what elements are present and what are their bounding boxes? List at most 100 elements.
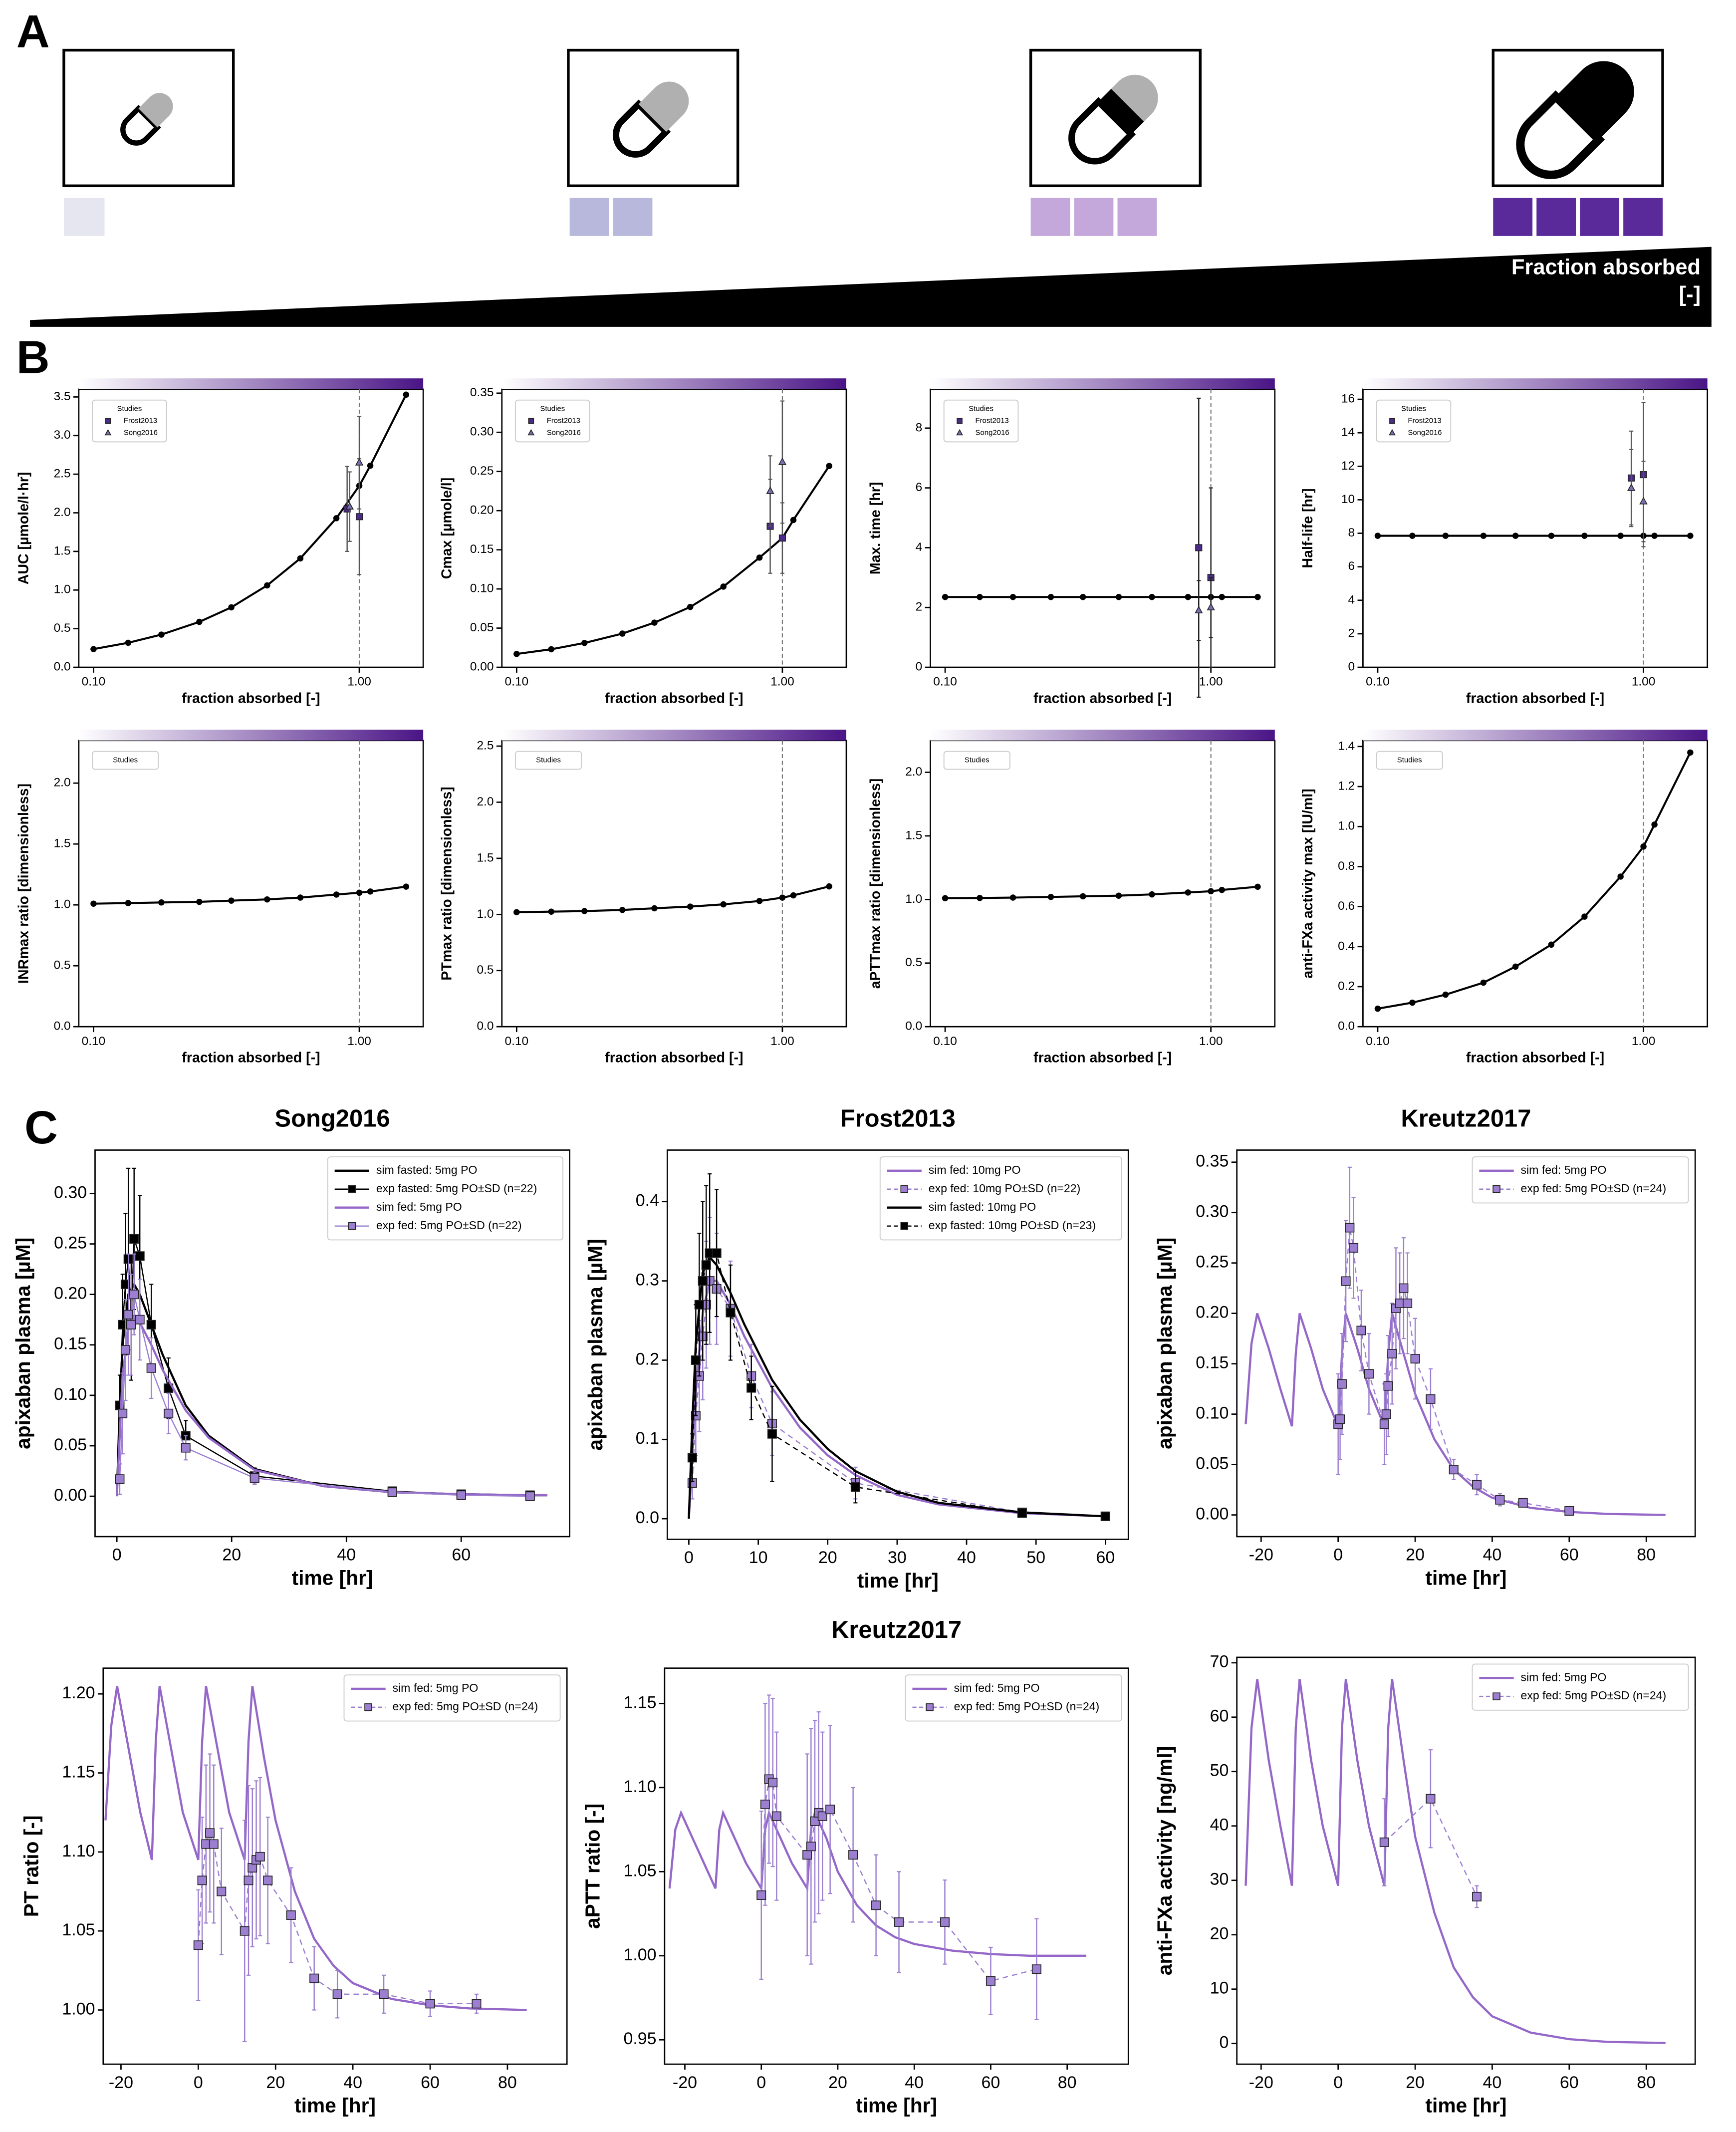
y-tick-label: 6	[916, 481, 923, 494]
marker	[940, 1917, 950, 1927]
y-tick-label: 1.5	[54, 837, 71, 850]
y-tick-label: 0.05	[54, 1435, 87, 1454]
y-tick-label: 0.30	[1196, 1202, 1229, 1221]
series-line	[668, 1809, 1086, 1957]
marker	[264, 582, 270, 589]
marker	[125, 900, 132, 906]
y-tick-label: 0.5	[905, 956, 922, 969]
legend-label: Song2016	[1408, 428, 1442, 437]
marker	[135, 1251, 145, 1261]
chart-title: Frost2013	[840, 1105, 956, 1132]
marker	[1409, 533, 1416, 539]
plot-area	[78, 740, 424, 1028]
y-tick-label: 2.0	[54, 776, 71, 790]
legend-label: exp fed: 10mg PO±SD (n=22)	[929, 1182, 1081, 1195]
marker	[1387, 1348, 1397, 1358]
marker	[379, 1989, 389, 1999]
x-tick-label: 20	[1406, 2073, 1425, 2092]
y-tick-label: 0.5	[477, 963, 494, 977]
x-axis-label: time [hr]	[857, 1569, 939, 1592]
y-tick-label: 0.0	[636, 1508, 659, 1527]
marker	[1409, 999, 1416, 1006]
y-tick-label: 0.8	[1338, 859, 1355, 873]
legend-label: Frost2013	[547, 416, 580, 425]
marker	[146, 1363, 156, 1373]
marker	[1512, 533, 1519, 539]
marker	[348, 1185, 356, 1193]
x-tick-label: 0.10	[505, 675, 529, 689]
y-axis-label: aPTT ratio [-]	[581, 1804, 604, 1929]
marker	[1374, 1005, 1381, 1012]
marker	[756, 1890, 766, 1900]
y-tick-label: 1.0	[1338, 819, 1355, 833]
legend-title: Studies	[1397, 756, 1422, 764]
x-tick-label: 80	[1637, 2073, 1656, 2092]
legend-box	[1376, 399, 1452, 443]
marker	[332, 1989, 342, 1999]
y-tick-label: 0	[1348, 660, 1355, 673]
x-tick-label: 60	[1096, 1548, 1115, 1567]
x-tick-label: 40	[1483, 1546, 1502, 1565]
marker	[193, 1940, 203, 1950]
series-line	[119, 1294, 530, 1497]
marker	[698, 1276, 708, 1286]
x-tick-label: 1.00	[1632, 1035, 1656, 1048]
marker	[1426, 1394, 1436, 1404]
plot-area	[930, 740, 1276, 1028]
marker	[120, 1279, 130, 1289]
marker	[1581, 533, 1588, 539]
wedge-label: Fraction absorbed	[1511, 256, 1701, 279]
marker	[1185, 889, 1192, 896]
marker	[228, 604, 235, 611]
y-tick-label: 70	[1210, 1652, 1229, 1671]
marker	[1115, 892, 1122, 899]
colorbar	[501, 730, 847, 741]
x-tick-label: 60	[982, 2073, 1000, 2092]
y-tick-label: 0.10	[54, 1385, 87, 1404]
marker	[425, 1999, 435, 2009]
marker	[1335, 1414, 1345, 1424]
marker	[105, 418, 111, 424]
marker	[1031, 1964, 1041, 1974]
x-axis-label: time [hr]	[292, 1566, 373, 1589]
y-tick-label: 2	[1348, 626, 1355, 640]
marker	[1341, 1276, 1351, 1286]
marker	[1219, 594, 1225, 600]
x-tick-label: 20	[222, 1546, 241, 1565]
legend-label: sim fed: 10mg PO	[929, 1163, 1021, 1176]
x-tick-label: 0.10	[82, 675, 106, 689]
x-tick-label: -20	[1249, 2073, 1273, 2092]
y-tick-label: 1.10	[62, 1842, 95, 1861]
marker	[286, 1910, 296, 1920]
y-tick-label: 14	[1341, 426, 1355, 439]
marker	[123, 1310, 133, 1320]
x-tick-label: 20	[828, 2073, 847, 2092]
y-tick-label: 10	[1341, 493, 1355, 506]
marker	[1512, 963, 1519, 970]
y-tick-label: 0.00	[1196, 1505, 1229, 1524]
marker	[1364, 1369, 1374, 1379]
fraction-wedge	[30, 247, 1712, 327]
marker	[691, 1355, 701, 1365]
y-axis-label: anti-FXa activity [ng/ml]	[1153, 1746, 1176, 1976]
marker	[297, 894, 304, 901]
y-tick-label: 0.20	[470, 504, 494, 517]
x-tick-label: 10	[749, 1548, 768, 1567]
marker	[701, 1260, 711, 1270]
marker	[817, 1811, 827, 1821]
marker	[1379, 1419, 1389, 1429]
legend-label: exp fasted: 10mg PO±SD (n=23)	[929, 1219, 1096, 1232]
legend-label: exp fed: 5mg PO±SD (n=24)	[393, 1700, 538, 1713]
x-tick-label: 50	[1026, 1548, 1045, 1567]
y-tick-label: 1.5	[477, 851, 494, 864]
y-axis-label: AUC [µmole/l·hr]	[16, 472, 32, 585]
y-tick-label: 0.4	[636, 1191, 659, 1210]
legend-box	[514, 751, 582, 770]
y-tick-label: 0.15	[1196, 1353, 1229, 1372]
series-line	[1384, 1798, 1478, 1897]
marker	[1356, 1326, 1366, 1335]
marker	[129, 1234, 139, 1244]
marker	[956, 429, 963, 436]
x-tick-label: 60	[452, 1546, 471, 1565]
x-tick-label: 40	[957, 1548, 976, 1567]
